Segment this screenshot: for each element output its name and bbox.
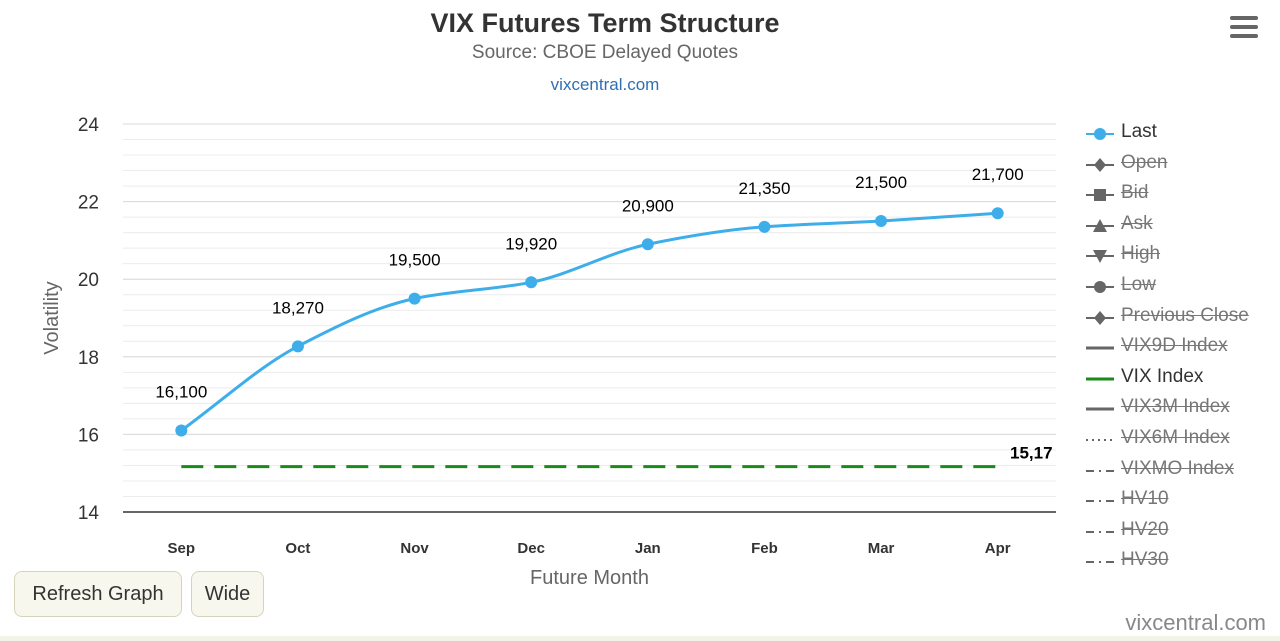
legend-label: VIX6M Index: [1121, 426, 1230, 448]
legend-label: High: [1121, 243, 1161, 265]
legend-label: Open: [1121, 151, 1168, 173]
last-series-line: [180, 211, 998, 432]
bottom-strip: [0, 636, 1280, 641]
y-axis-title: Volatility: [41, 281, 63, 354]
last-data-label: 16,100: [155, 383, 207, 402]
x-tick-label: Dec: [517, 540, 545, 557]
legend-item[interactable]: HV30: [1084, 547, 1280, 578]
legend-symbol-icon: [1086, 469, 1114, 472]
x-tick-label: Mar: [868, 540, 895, 557]
legend-label: VIX3M Index: [1121, 396, 1230, 418]
last-data-point: [408, 292, 421, 305]
legend-symbol-icon: [1086, 280, 1114, 293]
last-data-point: [175, 424, 188, 437]
last-data-label: 21,350: [738, 179, 790, 198]
legend-symbol-icon: [1086, 500, 1114, 503]
legend-label: Low: [1121, 273, 1156, 295]
x-tick-label: Oct: [285, 540, 310, 557]
y-tick-label: 20: [78, 270, 99, 291]
legend-label: VIX9D Index: [1121, 335, 1228, 357]
legend-symbol-icon: [1086, 346, 1114, 350]
x-tick-label: Jan: [635, 540, 661, 557]
legend-symbol-icon: [1086, 218, 1114, 232]
credits-link[interactable]: vixcentral.com: [1125, 610, 1266, 635]
legend-item[interactable]: HV20: [1084, 517, 1280, 548]
x-tick-label: Sep: [168, 540, 196, 557]
legend-symbol-icon: [1086, 310, 1114, 325]
legend-item[interactable]: High: [1084, 241, 1280, 272]
legend-item[interactable]: VIX Index: [1084, 364, 1280, 395]
vix-index-value-label: 15,17: [1010, 444, 1053, 463]
legend-item[interactable]: VIX9D Index: [1084, 333, 1280, 364]
legend-symbol-icon: [1086, 157, 1114, 172]
chart-title: VIX Futures Term Structure: [430, 8, 780, 38]
last-data-point: [758, 220, 771, 233]
legend-symbol-icon: [1086, 189, 1114, 202]
x-tick-label: Apr: [985, 540, 1011, 557]
legend-label: Bid: [1121, 182, 1149, 204]
legend-item[interactable]: VIX3M Index: [1084, 394, 1280, 425]
legend-item[interactable]: Ask: [1084, 211, 1280, 242]
last-data-point: [991, 207, 1004, 220]
site-link[interactable]: vixcentral.com: [550, 75, 660, 94]
legend-label: HV30: [1121, 549, 1169, 571]
last-data-point: [641, 238, 654, 251]
last-data-label: 19,500: [389, 251, 441, 270]
refresh-graph-button[interactable]: Refresh Graph: [14, 571, 182, 617]
chart-legend: Last Open Bid Ask High Low Previous Close VIX9D…: [1084, 119, 1280, 578]
last-data-label: 21,700: [972, 165, 1024, 184]
legend-label: VIXMO Index: [1121, 457, 1234, 479]
y-tick-label: 16: [78, 425, 99, 446]
legend-symbol-icon: [1086, 530, 1114, 533]
last-data-label: 19,920: [505, 234, 557, 253]
legend-symbol-icon: [1086, 407, 1114, 411]
legend-item[interactable]: Previous Close: [1084, 303, 1280, 334]
last-data-label: 20,900: [622, 196, 674, 215]
legend-item[interactable]: VIX6M Index: [1084, 425, 1280, 456]
legend-symbol-icon: [1086, 377, 1114, 381]
x-axis-title: Future Month: [530, 567, 649, 589]
last-data-point: [525, 276, 538, 289]
hamburger-menu-icon[interactable]: [1230, 16, 1258, 38]
legend-label: HV20: [1121, 518, 1169, 540]
x-tick-label: Feb: [751, 540, 778, 557]
legend-label: Last: [1121, 121, 1157, 142]
legend-item[interactable]: HV10: [1084, 486, 1280, 517]
legend-item[interactable]: Open: [1084, 150, 1280, 181]
legend-item[interactable]: VIXMO Index: [1084, 456, 1280, 487]
legend-symbol-icon: [1086, 250, 1114, 264]
y-tick-label: 14: [78, 503, 100, 524]
y-tick-label: 18: [78, 348, 99, 369]
legend-item[interactable]: Last: [1084, 119, 1280, 150]
last-data-label: 21,500: [855, 173, 907, 192]
legend-symbol-icon: [1086, 128, 1114, 140]
x-tick-label: Nov: [400, 540, 429, 557]
legend-label: HV10: [1121, 488, 1169, 510]
y-tick-label: 24: [78, 115, 100, 136]
legend-label: Ask: [1121, 212, 1153, 234]
last-data-point: [291, 340, 304, 353]
legend-item[interactable]: Bid: [1084, 180, 1280, 211]
last-data-point: [875, 215, 888, 227]
wide-button[interactable]: Wide: [191, 571, 264, 617]
legend-label: Previous Close: [1121, 304, 1249, 326]
legend-item[interactable]: Low: [1084, 272, 1280, 303]
y-tick-label: 22: [78, 193, 99, 214]
legend-symbol-icon: [1086, 438, 1114, 441]
legend-label: VIX Index: [1121, 365, 1204, 387]
last-data-label: 18,270: [272, 298, 324, 317]
legend-symbol-icon: [1086, 561, 1114, 564]
chart-subtitle: Source: CBOE Delayed Quotes: [471, 42, 739, 63]
